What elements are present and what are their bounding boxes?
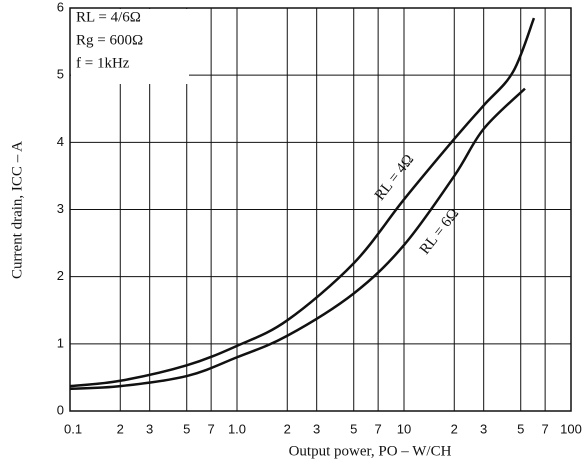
x-tick-label: 3 — [313, 421, 320, 436]
x-tick-label: 5 — [350, 421, 357, 436]
x-tick-label: 7 — [375, 421, 382, 436]
y-tick-label: 6 — [57, 0, 64, 14]
line-series — [69, 87, 526, 391]
y-tick-label: 1 — [57, 335, 64, 350]
y-tick-label: 4 — [57, 134, 64, 149]
x-tick-label: 3 — [146, 421, 153, 436]
x-tick-label: 7 — [208, 421, 215, 436]
x-tick-label: 2 — [117, 421, 124, 436]
x-tick-label: 10 — [397, 421, 411, 436]
y-tick-label: 5 — [57, 67, 64, 82]
condition-text: f = 1kHz — [76, 55, 130, 71]
x-tick-label: 3 — [480, 421, 487, 436]
condition-text: Rg = 600Ω — [76, 32, 143, 48]
y-tick-label: 3 — [57, 201, 64, 216]
x-tick-label: 2 — [451, 421, 458, 436]
condition-text: RL = 4/6Ω — [76, 9, 141, 25]
y-tick-label: 2 — [57, 268, 64, 283]
y-axis-label: Current drain, ICC – A — [9, 141, 25, 279]
x-tick-label: 100 — [560, 421, 582, 436]
x-tick-label: 2 — [284, 421, 291, 436]
x-tick-label: 5 — [517, 421, 524, 436]
x-tick-label: 7 — [542, 421, 549, 436]
x-tick-label: 5 — [183, 421, 190, 436]
x-tick-label: 1.0 — [228, 421, 246, 436]
y-tick-label: 0 — [57, 402, 64, 417]
x-axis-label: Output power, PO – W/CH — [289, 443, 452, 459]
line-series — [69, 17, 536, 388]
conditions-box — [71, 9, 189, 84]
x-tick-label: 0.1 — [64, 421, 82, 436]
